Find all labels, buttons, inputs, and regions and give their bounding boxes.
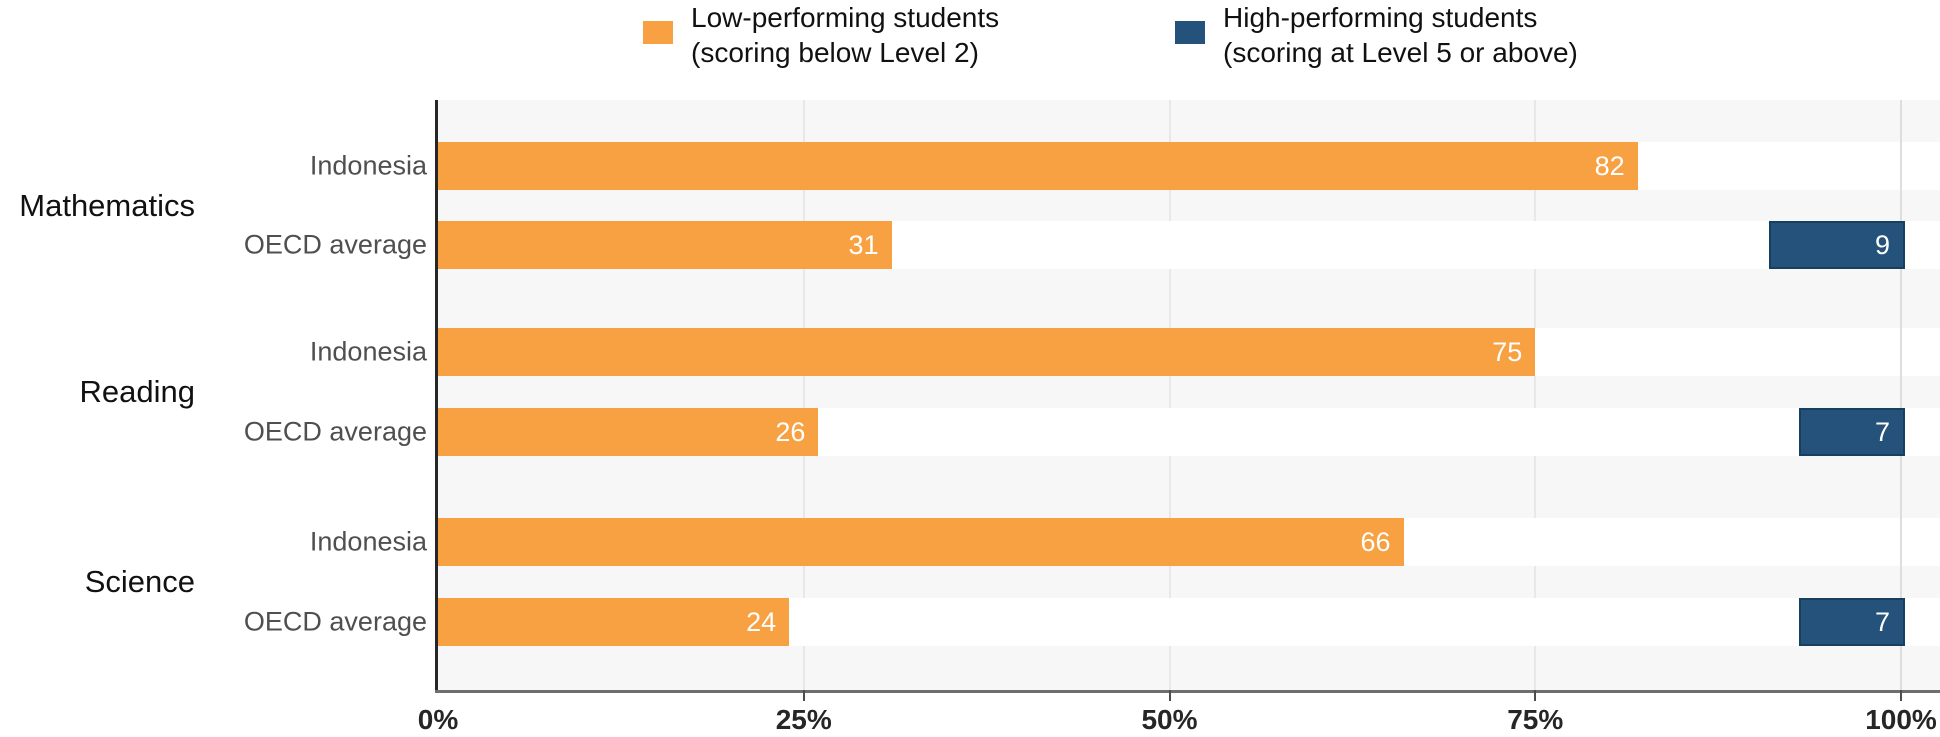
legend-label-high-line1: High-performing students [1223,2,1538,33]
row-label: Indonesia [309,336,427,367]
x-tick-label-100: 100% [1865,704,1937,735]
group-label-science: Science [84,564,195,599]
bar-high-reading-3: 7 [1798,408,1905,456]
gridline-75 [1534,100,1537,690]
legend-label-low-line2: (scoring below Level 2) [691,37,979,68]
bar-value-label: 24 [746,606,777,637]
bar-value-label: 9 [1874,229,1890,260]
plot-background [438,100,1940,690]
bar-value-label: 7 [1874,606,1890,637]
row-label: Indonesia [309,526,427,557]
bar-value-label: 31 [848,229,879,260]
bar-value-label: 7 [1874,416,1890,447]
x-tick-label-50: 50% [1141,704,1198,735]
bar-low-reading-3: 26 [438,408,819,456]
bar-value-label: 26 [775,416,806,447]
row-label: OECD average [243,229,427,260]
gridline-100 [1900,100,1902,690]
x-tick-50 [1168,690,1171,701]
group-label-reading: Reading [79,374,195,409]
legend-item-low-performing: Low-performing students (scoring below L… [643,0,999,70]
row-label: OECD average [243,606,427,637]
bar-value-label: 75 [1492,336,1523,367]
bar-high-science-5: 7 [1798,598,1905,646]
bar-low-mathematics-1: 31 [438,221,892,269]
x-tick-label-0: 0% [417,704,459,735]
x-tick-25 [802,690,805,701]
x-tick-label-75: 75% [1507,704,1564,735]
gridline-25 [802,100,805,690]
x-axis-line [435,690,1940,693]
bar-high-mathematics-1: 9 [1769,221,1905,269]
row-label: Indonesia [309,150,427,181]
x-tick-label-25: 25% [775,704,832,735]
x-tick-100 [1900,690,1902,701]
bar-value-label: 66 [1360,526,1391,557]
legend-label-high: High-performing students (scoring at Lev… [1223,0,1578,70]
group-label-mathematics: Mathematics [19,187,195,223]
bar-value-label: 82 [1594,150,1625,181]
bar-low-mathematics-0: 82 [438,142,1638,190]
y-axis-line [435,100,438,690]
bar-low-science-5: 24 [438,598,790,646]
legend-swatch-low-icon [643,21,673,44]
legend-label-low-line1: Low-performing students [691,2,1000,33]
legend-swatch-high-icon [1175,21,1205,44]
row-label: OECD average [243,416,427,447]
legend-label-high-line2: (scoring at Level 5 or above) [1223,37,1578,68]
legend-item-high-performing: High-performing students (scoring at Lev… [1175,0,1578,70]
bar-low-reading-2: 75 [438,328,1536,376]
gridline-50 [1168,100,1171,690]
x-tick-75 [1534,690,1537,701]
bar-low-science-4: 66 [438,518,1404,566]
legend-label-low: Low-performing students (scoring below L… [691,0,999,70]
